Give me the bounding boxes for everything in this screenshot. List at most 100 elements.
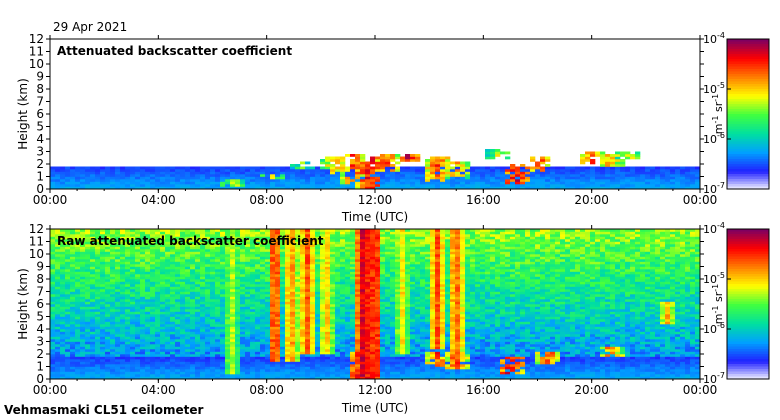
- heatmap-cell: [570, 326, 576, 330]
- heatmap-cell: [685, 349, 691, 352]
- heatmap-cell: [460, 366, 466, 370]
- heatmap-cell: [335, 324, 341, 327]
- heatmap-cell: [685, 331, 691, 335]
- heatmap-cell: [590, 374, 596, 377]
- heatmap-cell: [165, 366, 171, 370]
- heatmap-cell: [160, 364, 166, 367]
- heatmap-cell: [435, 356, 441, 360]
- heatmap-cell: [315, 366, 321, 370]
- heatmap-cell: [370, 351, 376, 355]
- heatmap-cell: [430, 161, 436, 165]
- heatmap-cell: [390, 336, 396, 340]
- heatmap-cell: [185, 359, 191, 362]
- heatmap-cell: [155, 169, 161, 172]
- heatmap-cell: [255, 171, 261, 175]
- heatmap-cell: [360, 184, 366, 187]
- heatmap-cell: [485, 184, 491, 187]
- heatmap-cell: [190, 184, 196, 187]
- heatmap-cell: [410, 176, 416, 180]
- heatmap-cell: [550, 174, 556, 177]
- heatmap-cell: [320, 341, 326, 345]
- heatmap-cell: [300, 161, 306, 165]
- heatmap-cell: [665, 186, 671, 190]
- heatmap-cell: [360, 186, 366, 190]
- heatmap-cell: [275, 186, 281, 190]
- heatmap-cell: [265, 174, 271, 177]
- heatmap-cell: [145, 166, 151, 170]
- heatmap-cell: [610, 359, 616, 362]
- heatmap-cell: [610, 159, 616, 162]
- heatmap-cell: [165, 371, 171, 375]
- heatmap-cell: [230, 366, 236, 370]
- heatmap-cell: [550, 364, 556, 367]
- heatmap-cell: [320, 326, 326, 330]
- heatmap-cell: [635, 334, 641, 337]
- heatmap-cell: [465, 346, 471, 350]
- heatmap-cell: [230, 364, 236, 367]
- heatmap-cell: [80, 359, 86, 362]
- heatmap-cell: [295, 326, 301, 330]
- heatmap-cell: [340, 359, 346, 362]
- heatmap-cell: [430, 349, 436, 352]
- heatmap-cell: [440, 171, 446, 175]
- heatmap-cell: [350, 364, 356, 367]
- x-tick-label: 08:00: [249, 193, 284, 207]
- heatmap-cell: [695, 171, 701, 175]
- heatmap-cell: [645, 334, 651, 337]
- heatmap-cell: [590, 186, 596, 190]
- heatmap-cell: [100, 346, 106, 350]
- heatmap-cell: [500, 369, 506, 372]
- heatmap-cell: [535, 326, 541, 330]
- heatmap-cell: [425, 311, 431, 315]
- heatmap-cell: [130, 364, 136, 367]
- heatmap-cell: [340, 319, 346, 322]
- heatmap-cell: [395, 341, 401, 345]
- heatmap-cell: [445, 354, 451, 357]
- heatmap-cell: [470, 356, 476, 360]
- heatmap-cell: [70, 359, 76, 362]
- heatmap-cell: [55, 366, 61, 370]
- heatmap-cell: [495, 369, 501, 372]
- heatmap-cell: [470, 374, 476, 377]
- heatmap-cell: [200, 179, 206, 182]
- heatmap-cell: [695, 326, 701, 330]
- heatmap-cell: [125, 314, 131, 317]
- heatmap-cell: [115, 314, 121, 317]
- heatmap-cell: [580, 376, 586, 380]
- heatmap-cell: [265, 324, 271, 327]
- heatmap-cell: [695, 169, 701, 172]
- heatmap-cell: [155, 356, 161, 360]
- heatmap-cell: [690, 174, 696, 177]
- heatmap-cell: [580, 354, 586, 357]
- heatmap-cell: [565, 361, 571, 365]
- heatmap-cell: [145, 336, 151, 340]
- heatmap-cell: [675, 316, 681, 320]
- heatmap-cell: [635, 166, 641, 170]
- heatmap-cell: [615, 341, 621, 345]
- heatmap-cell: [305, 331, 311, 335]
- heatmap-cell: [385, 159, 391, 162]
- heatmap-cell: [470, 336, 476, 340]
- heatmap-cell: [335, 339, 341, 342]
- heatmap-cell: [550, 324, 556, 327]
- heatmap-cell: [580, 334, 586, 337]
- heatmap-cell: [95, 326, 101, 330]
- heatmap-cell: [225, 364, 231, 367]
- heatmap-cell: [175, 319, 181, 322]
- heatmap-cell: [100, 321, 106, 325]
- heatmap-cell: [270, 329, 276, 332]
- heatmap-cell: [510, 376, 516, 380]
- heatmap-cell: [605, 349, 611, 352]
- heatmap-cell: [110, 329, 116, 332]
- heatmap-cell: [100, 329, 106, 332]
- heatmap-cell: [455, 361, 461, 365]
- heatmap-cell: [555, 371, 561, 375]
- heatmap-cell: [655, 326, 661, 330]
- heatmap-cell: [375, 326, 381, 330]
- heatmap-cell: [580, 161, 586, 165]
- heatmap-cell: [265, 331, 271, 335]
- heatmap-cell: [420, 184, 426, 187]
- heatmap-cell: [560, 346, 566, 350]
- heatmap-cell: [450, 344, 456, 347]
- heatmap-cell: [135, 341, 141, 345]
